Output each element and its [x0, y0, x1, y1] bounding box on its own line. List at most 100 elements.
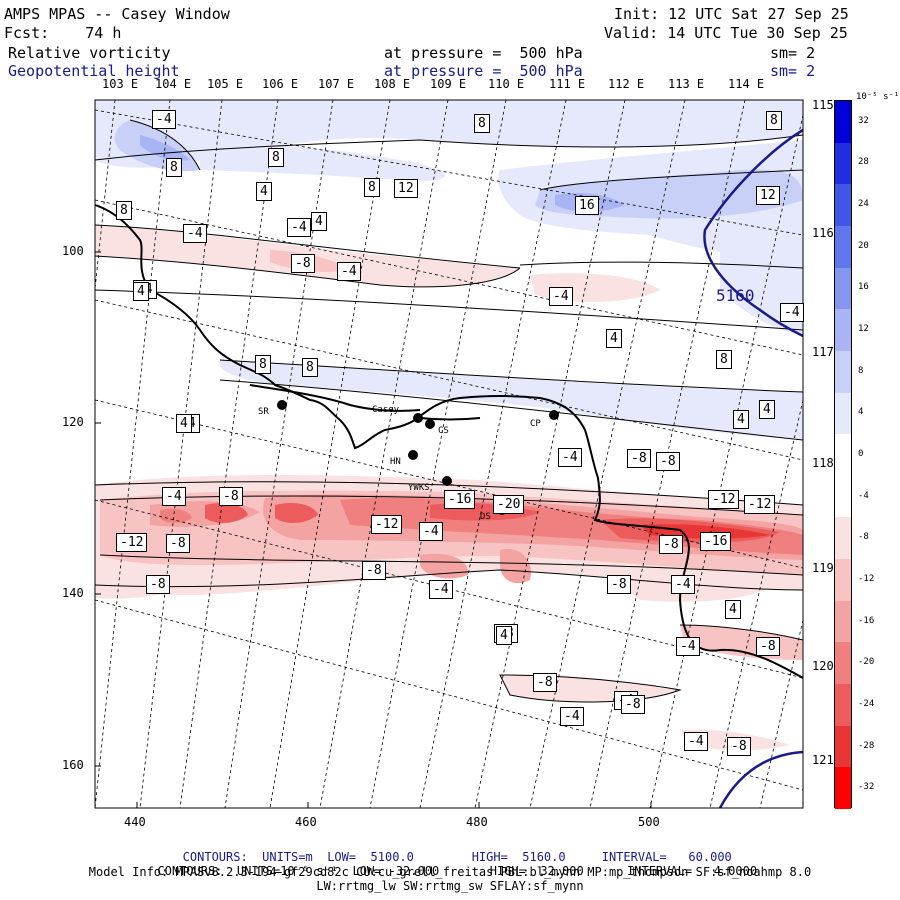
- colorbar-label: 32: [858, 115, 869, 126]
- colorbar-segment: [835, 225, 851, 269]
- footer-interval: INTERVAL= 4.0000: [627, 864, 758, 878]
- lon-label: 112 E: [608, 77, 645, 91]
- contour-line: [219, 379, 803, 441]
- contour-label: -8: [166, 534, 190, 553]
- colorbar-label: -16: [858, 615, 875, 626]
- contour-label: 16: [575, 196, 599, 215]
- graticule-line: [95, 100, 171, 808]
- contour-label: 4: [496, 626, 512, 645]
- colorbar: [834, 100, 852, 810]
- contour-label: -4: [162, 487, 186, 506]
- contour-label: -4: [549, 287, 573, 306]
- contour-label: -12: [744, 495, 776, 514]
- graticule-line: [319, 100, 449, 808]
- graticule-line: [474, 100, 626, 808]
- height-contours: [703, 128, 803, 808]
- station-label-cs: CS: [438, 426, 449, 436]
- colorbar-segment: [835, 642, 851, 685]
- contour-label: 12: [756, 186, 780, 205]
- lon-label: 114 E: [728, 77, 765, 91]
- footer-units: UNITS=10⁻⁵ s⁻¹: [236, 864, 339, 878]
- colorbar-segment: [835, 559, 851, 602]
- footer-high: HIGH= 32.000: [489, 864, 584, 878]
- colorbar-label: -4: [858, 490, 869, 501]
- graticule-line: [529, 100, 686, 808]
- colorbar-segment: [835, 725, 851, 768]
- station-label-ywks: YWKS: [408, 483, 430, 493]
- station-dot: [425, 419, 435, 429]
- graticule-line: [95, 399, 803, 569]
- contour-line: [95, 134, 803, 161]
- contour-label: -4: [684, 732, 708, 751]
- height-contour-line: [718, 750, 803, 808]
- contour-label: 4: [759, 400, 775, 419]
- footer-height-contours: CONTOURS: UNITS=m LOW= 5100.0 HIGH= 5160…: [0, 838, 900, 864]
- contour-label: -8: [533, 673, 557, 692]
- station-dot: [442, 476, 452, 486]
- field1-smooth: sm= 2: [770, 44, 816, 62]
- contour-line: [129, 119, 201, 171]
- lon-label: 106 E: [262, 77, 299, 91]
- y-tick-label: 160: [62, 758, 84, 772]
- contour-label: -4: [558, 448, 582, 467]
- contour-label: -8: [659, 535, 683, 554]
- colorbar-segment: [835, 267, 851, 310]
- footer-prefix: CONTOURS:: [182, 850, 248, 864]
- graticule-line: [269, 100, 391, 808]
- lon-label: 103 E: [102, 77, 139, 91]
- station-label-ds: DS: [480, 512, 491, 522]
- colorbar-segment: [835, 434, 851, 477]
- graticule-line: [95, 599, 803, 791]
- contour-label: -4: [419, 522, 443, 541]
- colorbar-label: 12: [858, 324, 869, 335]
- footer-physics: LW:rrtmg_lw SW:rrtmg_sw SFLAY:sf_mynn: [316, 879, 584, 893]
- footer-interval: INTERVAL= 60.000: [601, 850, 732, 864]
- field2-level: at pressure = 500 hPa: [384, 62, 583, 80]
- contour-label: -4: [671, 575, 695, 594]
- colorbar-label: 20: [858, 240, 869, 251]
- contour-label: -16: [700, 532, 732, 551]
- x-tick-label: 480: [466, 815, 488, 829]
- colorbar-segment: [835, 392, 851, 435]
- station-dot: [408, 450, 418, 460]
- colorbar-label: 28: [858, 157, 869, 168]
- contour-label: -4: [560, 707, 584, 726]
- contour-label: -12: [116, 533, 148, 552]
- colorbar-label: -28: [858, 740, 875, 751]
- contour-label: -20: [493, 495, 525, 514]
- contour-label: -8: [621, 695, 645, 714]
- negative-vorticity-area: [160, 508, 192, 523]
- footer-high: HIGH= 5160.0: [471, 850, 566, 864]
- lon-label: 105 E: [207, 77, 244, 91]
- field1-level: at pressure = 500 hPa: [384, 44, 583, 62]
- contour-label: -8: [656, 452, 680, 471]
- contour-label: -4: [429, 580, 453, 599]
- colorbar-label: 0: [858, 449, 864, 459]
- positive-vorticity-area: [200, 145, 445, 181]
- colorbar-segment: [835, 600, 851, 643]
- colorbar-label: -12: [858, 573, 875, 584]
- contour-line: [679, 624, 803, 641]
- contour-label: -8: [627, 449, 651, 468]
- colorbar-segment: [835, 309, 851, 352]
- contour-line: [95, 255, 521, 288]
- graticule-line: [179, 100, 279, 808]
- station-label-cp: CP: [530, 419, 541, 429]
- colorbar-label: 4: [858, 407, 864, 418]
- contour-label: 4: [725, 600, 741, 619]
- station-dot: [413, 413, 423, 423]
- contour-label: 8: [166, 158, 182, 177]
- contour-line: [499, 674, 682, 703]
- station-dot: [549, 410, 559, 420]
- contour-label: -8: [607, 575, 631, 594]
- contour-label: 8: [302, 358, 318, 377]
- graticule-line: [95, 199, 803, 356]
- colorbar-label: 24: [858, 199, 869, 210]
- contour-label: 4: [176, 414, 192, 433]
- lon-label: 113 E: [668, 77, 705, 91]
- y-tick-label: 100: [62, 244, 84, 258]
- graticule-line: [95, 299, 803, 461]
- colorbar-label: 8: [858, 365, 864, 376]
- contour-label: 4: [133, 282, 149, 301]
- colorbar-segment: [835, 101, 851, 144]
